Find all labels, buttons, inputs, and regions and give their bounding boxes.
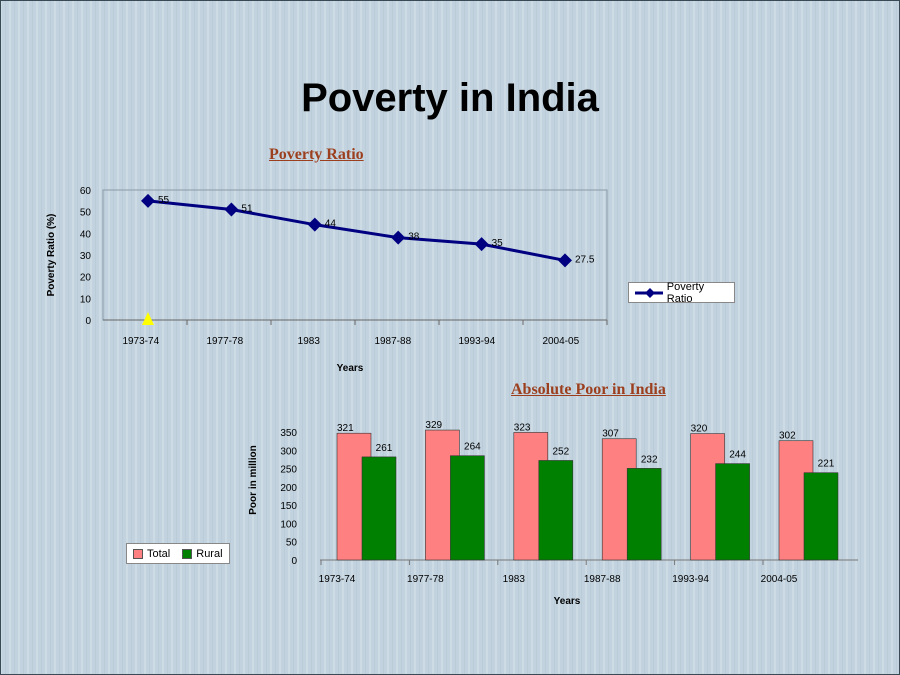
bar-x-tick-label: 1987-88: [584, 574, 621, 585]
yellow-triangle-icon: [142, 312, 154, 325]
data-label: 27.5: [575, 254, 595, 265]
bar-rural: [803, 472, 839, 561]
line-y-tick: 40: [80, 229, 92, 240]
page-title: Poverty in India: [301, 76, 599, 120]
rural-swatch-icon: [182, 548, 193, 559]
bar-rural: [361, 456, 397, 561]
bar-y-tick: 0: [291, 556, 297, 567]
bar-data-label: 244: [729, 450, 746, 461]
bar-data-label: 252: [552, 446, 569, 457]
line-y-tick: 50: [80, 208, 92, 219]
bar-data-label: 323: [514, 422, 531, 433]
bar-y-tick: 250: [280, 465, 297, 476]
bar-x-tick-label: 1973-74: [319, 574, 356, 585]
data-label: 44: [325, 219, 337, 230]
bar-data-label: 302: [779, 431, 796, 442]
line-x-tick-label: 1973-74: [122, 336, 159, 347]
bar-data-label: 221: [818, 459, 835, 470]
data-point-marker: [307, 217, 322, 232]
bar-rural: [715, 463, 750, 561]
bar-x-tick-label: 1993-94: [672, 574, 709, 585]
bar-data-label: 307: [602, 429, 619, 440]
line-legend-marker-icon: [635, 287, 663, 298]
line-y-tick: 20: [80, 273, 92, 284]
data-point-marker: [474, 237, 489, 252]
data-label: 38: [408, 232, 420, 243]
bar-data-label: 329: [425, 420, 442, 431]
data-label: 35: [492, 238, 504, 249]
bar-y-tick: 100: [280, 519, 297, 530]
line-x-axis-label: Years: [337, 363, 364, 374]
line-y-tick: 0: [85, 316, 91, 327]
line-x-tick-label: 2004-05: [542, 336, 579, 347]
data-label: 55: [158, 195, 170, 206]
line-y-tick: 60: [80, 186, 92, 197]
line-y-tick: 10: [80, 294, 92, 305]
bar-data-label: 321: [337, 423, 354, 434]
bar-data-label: 320: [691, 424, 708, 435]
data-point-marker: [141, 193, 155, 208]
data-point-marker: [391, 230, 406, 245]
bar-x-tick-label: 2004-05: [761, 574, 798, 585]
bar-chart-title: Absolute Poor in India: [511, 381, 666, 398]
line-y-tick: 30: [80, 251, 92, 262]
bar-data-label: 261: [376, 443, 393, 454]
bar-legend: Total Rural: [126, 543, 230, 564]
line-legend-label: Poverty Ratio: [666, 280, 705, 305]
bar-x-axis-label: Years: [554, 596, 581, 607]
line-x-tick-label: 1987-88: [374, 336, 411, 347]
bar-legend-total: Total: [147, 547, 171, 560]
bar-x-tick-label: 1977-78: [407, 574, 444, 585]
line-x-tick-label: 1977-78: [206, 336, 243, 347]
poverty-ratio-line: [147, 199, 566, 262]
bar-y-tick: 50: [286, 538, 298, 549]
bar-y-tick: 300: [280, 446, 297, 457]
line-x-tick-label: 1993-94: [458, 336, 495, 347]
bar-rural: [538, 460, 574, 561]
bar-data-label: 264: [464, 442, 481, 453]
data-point-marker: [224, 202, 239, 217]
line-chart-title: Poverty Ratio: [269, 146, 364, 163]
line-x-tick-label: 1983: [298, 336, 321, 347]
data-point-marker: [558, 253, 572, 268]
bar-x-tick-label: 1983: [503, 574, 526, 585]
bar-rural: [450, 455, 485, 561]
bar-legend-rural: Rural: [196, 547, 223, 560]
total-swatch-icon: [133, 548, 143, 559]
bar-rural: [626, 468, 662, 561]
bar-y-tick: 200: [280, 483, 297, 494]
bar-y-tick: 150: [280, 501, 297, 512]
line-y-axis-label: Poverty Ratio (%): [46, 214, 57, 297]
data-label: 51: [241, 204, 253, 215]
bar-data-label: 232: [641, 454, 658, 465]
bar-y-axis-label: Poor in million: [248, 445, 259, 514]
bar-y-tick: 350: [280, 428, 297, 439]
line-legend: Poverty Ratio: [628, 280, 735, 305]
